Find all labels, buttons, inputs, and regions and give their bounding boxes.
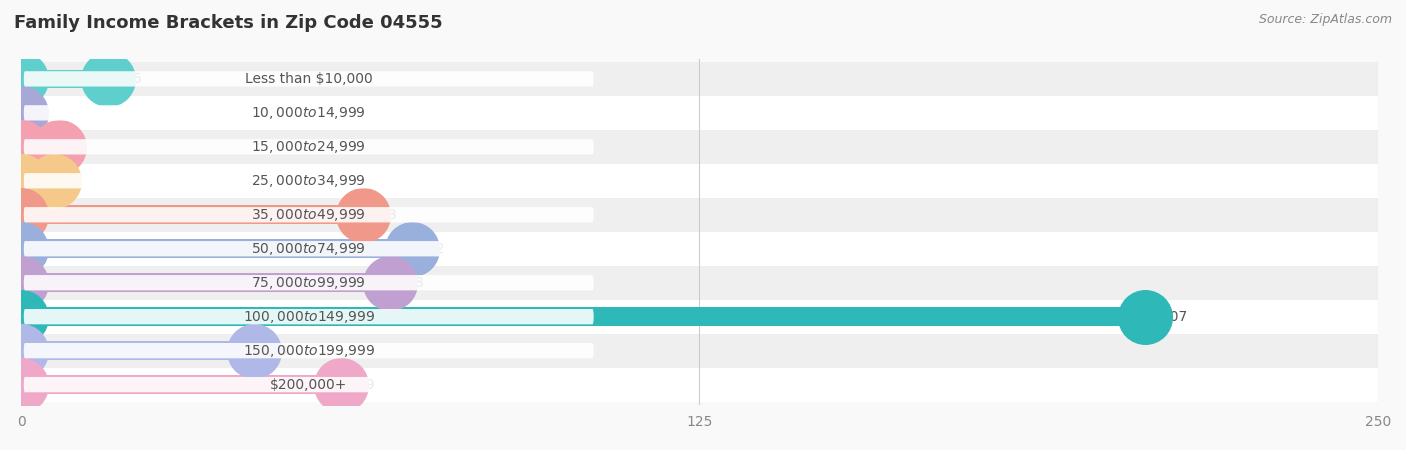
Text: $200,000+: $200,000+ — [270, 378, 347, 392]
Text: $75,000 to $99,999: $75,000 to $99,999 — [252, 274, 366, 291]
Bar — [21, 62, 1378, 96]
FancyBboxPatch shape — [24, 139, 593, 154]
Bar — [21, 341, 254, 360]
Bar — [21, 273, 389, 292]
Text: $150,000 to $199,999: $150,000 to $199,999 — [242, 342, 375, 359]
FancyBboxPatch shape — [24, 377, 593, 392]
FancyBboxPatch shape — [24, 275, 593, 290]
Text: $100,000 to $149,999: $100,000 to $149,999 — [242, 309, 375, 325]
Text: $25,000 to $34,999: $25,000 to $34,999 — [252, 173, 366, 189]
Text: $50,000 to $74,999: $50,000 to $74,999 — [252, 241, 366, 257]
Bar — [21, 70, 108, 88]
Text: $35,000 to $49,999: $35,000 to $49,999 — [252, 207, 366, 223]
FancyBboxPatch shape — [24, 105, 593, 121]
Text: $10,000 to $14,999: $10,000 to $14,999 — [252, 105, 366, 121]
FancyBboxPatch shape — [24, 343, 593, 358]
Text: 207: 207 — [1161, 310, 1187, 324]
Bar — [21, 198, 1378, 232]
FancyBboxPatch shape — [24, 173, 593, 189]
Bar — [21, 96, 1378, 130]
Text: 6: 6 — [70, 174, 79, 188]
Bar — [21, 368, 1378, 401]
Text: Family Income Brackets in Zip Code 04555: Family Income Brackets in Zip Code 04555 — [14, 14, 443, 32]
Text: 72: 72 — [427, 242, 446, 256]
Text: 43: 43 — [271, 344, 288, 358]
Bar — [21, 130, 1378, 164]
Text: Less than $10,000: Less than $10,000 — [245, 72, 373, 86]
Bar — [21, 232, 1378, 266]
Text: 63: 63 — [380, 208, 396, 222]
Text: 0: 0 — [38, 106, 46, 120]
Text: $15,000 to $24,999: $15,000 to $24,999 — [252, 139, 366, 155]
Text: 59: 59 — [357, 378, 375, 392]
Text: Source: ZipAtlas.com: Source: ZipAtlas.com — [1258, 14, 1392, 27]
FancyBboxPatch shape — [24, 207, 593, 222]
Bar — [21, 239, 412, 258]
Bar — [21, 333, 1378, 368]
FancyBboxPatch shape — [24, 241, 593, 256]
FancyBboxPatch shape — [24, 309, 593, 324]
Bar — [21, 138, 59, 156]
Bar — [21, 164, 1378, 198]
Bar — [21, 266, 1378, 300]
Bar — [21, 307, 1144, 326]
Bar — [21, 171, 53, 190]
Bar — [21, 205, 363, 224]
Text: 16: 16 — [124, 72, 142, 86]
Text: 7: 7 — [76, 140, 84, 154]
Bar — [21, 375, 342, 394]
Text: 68: 68 — [406, 276, 425, 290]
FancyBboxPatch shape — [24, 71, 593, 86]
Bar — [21, 300, 1378, 333]
